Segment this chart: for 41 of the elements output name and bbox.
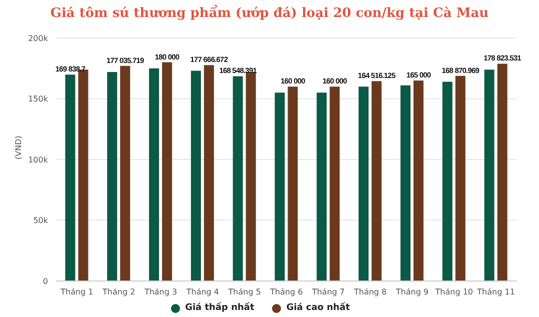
y-tick-label: 100k <box>28 155 48 164</box>
chart-title: Giá tôm sú thương phẩm (ướp đá) loại 20 con/kg tại Cà Mau <box>49 6 490 23</box>
bar <box>162 62 172 281</box>
bar <box>107 72 118 281</box>
bar <box>65 74 76 281</box>
y-tick-label: 150k <box>28 94 48 104</box>
bar <box>497 64 508 281</box>
x-tick-label: Tháng 7 <box>311 288 345 297</box>
bar <box>413 80 424 281</box>
x-tick-label: Tháng 3 <box>143 288 178 297</box>
bar <box>358 86 369 281</box>
x-tick-label: Tháng 9 <box>394 288 429 297</box>
bar <box>400 85 410 281</box>
x-tick-label: Tháng 5 <box>227 288 261 297</box>
bar <box>190 70 201 281</box>
bar <box>316 92 327 281</box>
bar <box>232 76 243 281</box>
x-tick-label: Tháng 10 <box>434 288 474 297</box>
x-tick-label: Tháng 6 <box>269 288 303 297</box>
y-axis-title: (VND) <box>14 136 23 160</box>
y-tick-label: 200k <box>28 34 48 43</box>
x-tick-label: Tháng 8 <box>353 288 387 297</box>
legend-label: Giá cao nhất <box>285 303 350 313</box>
y-tick-label: 50k <box>33 216 48 226</box>
x-tick-label: Tháng 11 <box>476 288 515 297</box>
bar <box>120 66 130 281</box>
bar <box>372 81 382 281</box>
legend-label: Giá thấp nhất <box>184 303 254 313</box>
y-tick-label: 0 <box>42 276 48 286</box>
bar <box>288 86 298 281</box>
bar <box>484 70 494 281</box>
bar <box>204 65 214 281</box>
bar <box>455 76 466 281</box>
bar <box>330 86 340 281</box>
bar <box>149 68 160 281</box>
bar <box>274 92 285 281</box>
bar <box>246 72 256 281</box>
x-tick-label: Tháng 2 <box>102 288 136 297</box>
x-tick-label: Tháng 4 <box>185 288 219 297</box>
x-tick-label: Tháng 1 <box>60 288 94 297</box>
bar <box>442 82 452 281</box>
